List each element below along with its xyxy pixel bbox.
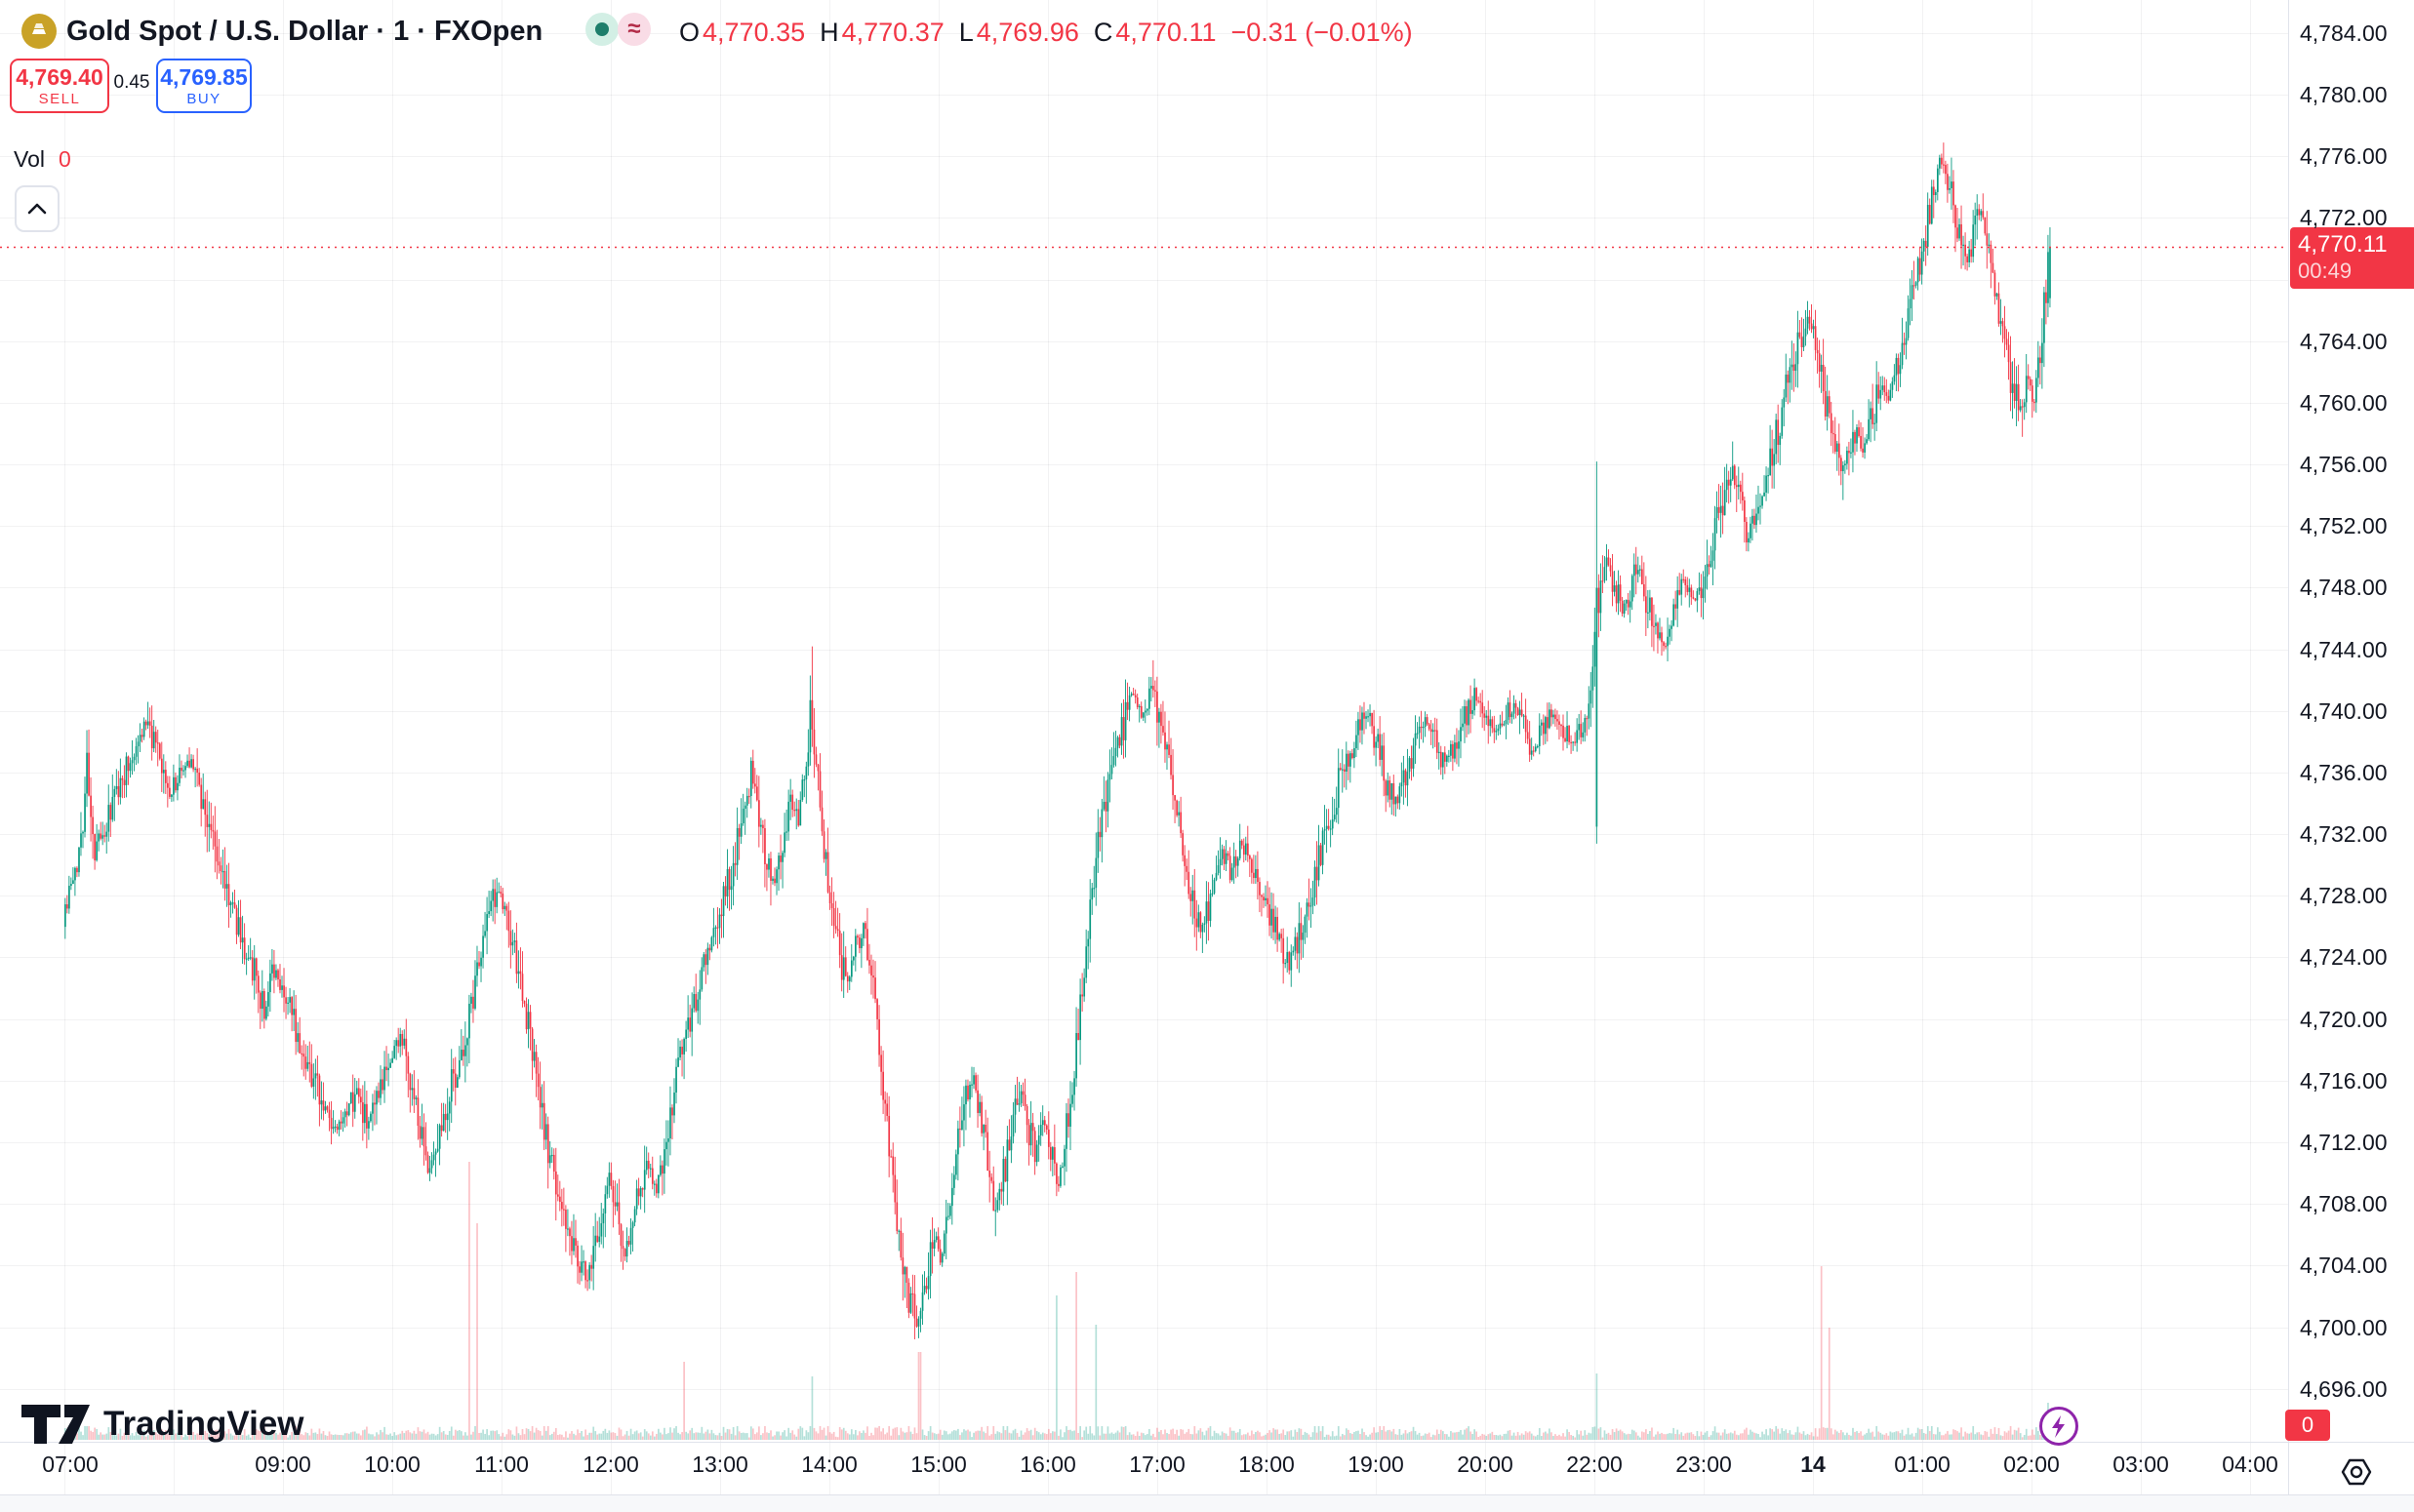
time-tick-label: 16:00 [1020, 1452, 1076, 1477]
axis-settings-gear-icon[interactable] [2340, 1456, 2373, 1488]
time-tick-label: 13:00 [692, 1452, 748, 1477]
gold-bars-icon [32, 23, 46, 34]
price-tick-label: 4,752.00 [2300, 513, 2388, 538]
time-tick-label: 19:00 [1348, 1452, 1404, 1477]
price-axis[interactable]: 4,770.11 00:49 0 4,784.00 4,780.00 4,776.0… [2285, 0, 2414, 1494]
lightning-icon [2039, 1407, 2078, 1446]
current-price-label: 4,770.11 00:49 [2290, 226, 2414, 289]
ohlc-change-value: −0.31 (−0.01%) [1230, 18, 1413, 47]
time-tick-label: 14 [1800, 1452, 1826, 1477]
gold-symbol-icon [21, 14, 57, 49]
ohlc-readout: O 4,770.35 H 4,770.37 L 4,769.96 C 4,770.11 … [679, 18, 1413, 48]
sell-price: 4,769.40 [16, 63, 103, 90]
price-tick-label: 4,772.00 [2300, 205, 2388, 230]
price-tick-label: 4,708.00 [2300, 1191, 2388, 1216]
time-tick-label: 04:00 [2222, 1452, 2278, 1477]
time-tick-label: 11:00 [474, 1452, 529, 1477]
time-axis[interactable]: 07:00 09:00 10:00 11:00 12:00 13:00 14:00 15:00… [0, 1443, 2288, 1494]
price-tick-label: 4,740.00 [2300, 698, 2388, 724]
time-tick-label: 22:00 [1566, 1452, 1623, 1477]
bar-countdown: 00:49 [2298, 258, 2353, 283]
price-tick-label: 4,744.00 [2300, 637, 2388, 662]
spread-value: 0.45 [113, 72, 150, 93]
buy-button[interactable]: 4,769.85 BUY [156, 59, 252, 113]
price-tick-label: 4,784.00 [2300, 20, 2388, 46]
time-tick-label: 07:00 [42, 1452, 99, 1477]
price-tick-label: 4,696.00 [2300, 1376, 2388, 1402]
price-tick-label: 4,760.00 [2300, 390, 2388, 416]
ohlc-close-value: 4,770.11 [1115, 18, 1217, 47]
ohlc-low-label: L [958, 18, 974, 47]
ohlc-close-label: C [1093, 18, 1113, 47]
price-tick-label: 4,732.00 [2300, 821, 2388, 847]
tradingview-mark-icon [21, 1405, 90, 1444]
time-tick-label: 01:00 [1894, 1452, 1951, 1477]
price-tick-label: 4,780.00 [2300, 82, 2388, 107]
time-tick-label: 17:00 [1129, 1452, 1186, 1477]
time-tick-label: 12:00 [583, 1452, 639, 1477]
price-tick-label: 4,724.00 [2300, 944, 2388, 970]
volume-study-value: 0 [58, 146, 71, 172]
time-tick-label: 02:00 [2003, 1452, 2060, 1477]
sell-button[interactable]: 4,769.40 SELL [10, 59, 109, 113]
buy-price: 4,769.85 [160, 63, 248, 90]
sell-label: SELL [38, 90, 81, 107]
price-tick-label: 4,700.00 [2300, 1315, 2388, 1340]
price-tick-label: 4,748.00 [2300, 575, 2388, 600]
price-tick-label: 4,776.00 [2300, 143, 2388, 169]
price-tick-label: 4,716.00 [2300, 1068, 2388, 1094]
price-tick-label: 4,756.00 [2300, 452, 2388, 477]
market-open-dot-icon[interactable] [585, 13, 619, 46]
price-tick-label: 4,728.00 [2300, 883, 2388, 908]
chevron-up-icon [27, 203, 47, 215]
ohlc-high-value: 4,770.37 [841, 18, 945, 47]
price-tick-label: 4,764.00 [2300, 329, 2388, 354]
time-tick-label: 03:00 [2112, 1452, 2169, 1477]
ohlc-open-value: 4,770.35 [703, 18, 806, 47]
ohlc-low-value: 4,769.96 [976, 18, 1079, 47]
tradingview-logo[interactable]: TradingView [20, 1403, 304, 1446]
current-price-value: 4,770.11 [2298, 230, 2388, 258]
volume-study-row: Vol 0 [14, 146, 71, 173]
ohlc-high-label: H [820, 18, 839, 47]
volume-axis-badge: 0 [2285, 1410, 2330, 1441]
price-tick-label: 4,712.00 [2300, 1130, 2388, 1155]
tradingview-logo-text: TradingView [103, 1405, 304, 1443]
volume-study-label: Vol [14, 146, 45, 172]
buy-label: BUY [186, 90, 221, 107]
time-tick-label: 23:00 [1675, 1452, 1732, 1477]
ohlc-open-label: O [679, 18, 701, 47]
collapse-pane-button[interactable] [15, 185, 60, 232]
time-tick-label: 18:00 [1238, 1452, 1295, 1477]
price-tick-label: 4,720.00 [2300, 1007, 2388, 1032]
quick-trade-button[interactable] [2038, 1406, 2079, 1447]
time-tick-label: 15:00 [910, 1452, 967, 1477]
time-tick-label: 14:00 [801, 1452, 858, 1477]
time-tick-label: 10:00 [364, 1452, 421, 1477]
gear-icon [2341, 1458, 2372, 1486]
time-tick-label: 20:00 [1457, 1452, 1513, 1477]
time-tick-label: 09:00 [255, 1452, 311, 1477]
price-tick-label: 4,736.00 [2300, 760, 2388, 785]
price-tick-label: 4,704.00 [2300, 1253, 2388, 1278]
approx-data-icon[interactable]: ≈ [618, 13, 651, 46]
symbol-title[interactable]: Gold Spot / U.S. Dollar · 1 · FXOpen [66, 16, 543, 47]
